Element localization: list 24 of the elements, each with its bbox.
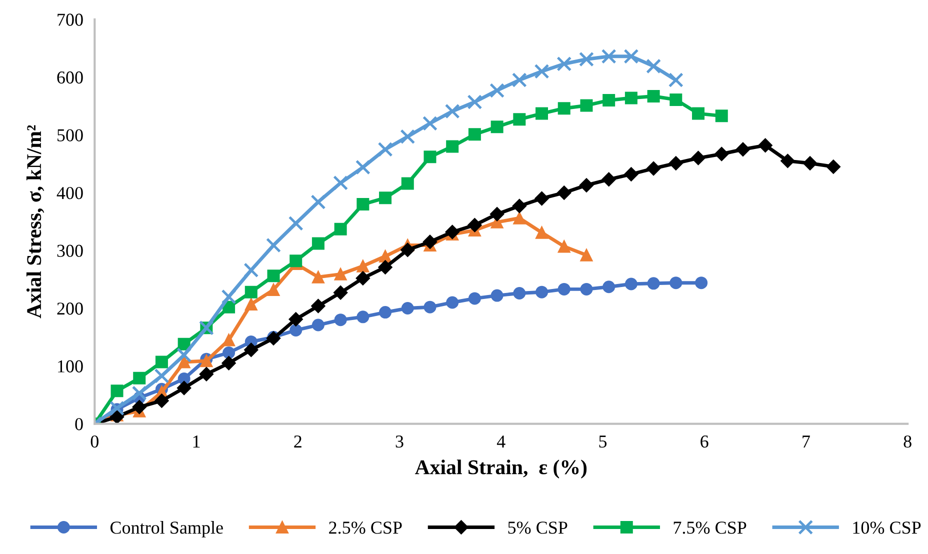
y-axis-title: Axial Stress, σ, kN/m²	[26, 125, 44, 318]
y-tick-label: 300	[57, 244, 83, 257]
x-tick-label: 6	[700, 435, 708, 448]
legend-label: Control Sample	[110, 521, 223, 538]
x-tick-label: 1	[193, 436, 200, 448]
legend-label: 10% CSP	[853, 522, 921, 534]
legend-label: 7.5% CSP	[674, 522, 746, 534]
x-tick-label: 7	[802, 436, 810, 448]
x-tick-label: 0	[90, 435, 98, 448]
y-tick-label: 500	[58, 129, 83, 142]
y-tick-label: 700	[58, 14, 83, 26]
x-tick-label: 8	[904, 435, 912, 448]
x-tick-label: 4	[496, 436, 506, 448]
x-tick-label: 3	[396, 435, 404, 448]
y-tick-label: 400	[56, 186, 83, 200]
y-tick-label: 0	[75, 418, 83, 430]
legend-label: 2.5% CSP	[329, 522, 402, 534]
x-axis-title: Axial Strain, ε (%)	[414, 460, 587, 479]
x-tick-label: 5	[599, 436, 607, 448]
x-tick-label: 2	[294, 435, 302, 448]
y-tick-label: 100	[58, 360, 83, 372]
y-tick-label: 600	[57, 71, 83, 84]
legend-label: 5% CSP	[508, 522, 568, 534]
y-tick-label: 200	[57, 302, 83, 315]
